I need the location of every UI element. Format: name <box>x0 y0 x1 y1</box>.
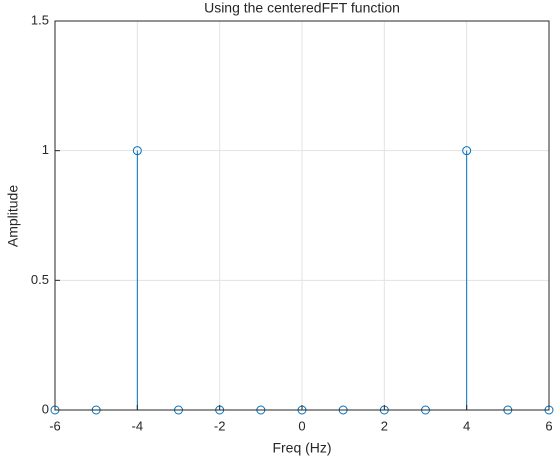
stem-marker <box>462 146 472 156</box>
x-tick-label: 0 <box>298 418 305 433</box>
x-tick-label: 4 <box>463 418 470 433</box>
x-tick-label: -2 <box>214 418 226 433</box>
x-tick-label: -6 <box>49 418 61 433</box>
y-tick-label: 1 <box>42 142 49 157</box>
y-tick-label: 1.5 <box>31 12 49 27</box>
stem-marker <box>132 146 142 156</box>
x-tick-label: -4 <box>132 418 144 433</box>
x-tick-label: 6 <box>545 418 552 433</box>
y-tick-label: 0.5 <box>31 272 49 287</box>
y-axis-label: Amplitude <box>5 185 21 247</box>
y-tick-label: 0 <box>42 401 49 416</box>
x-axis-label: Freq (Hz) <box>272 440 331 456</box>
x-tick-label: 2 <box>381 418 388 433</box>
chart-title: Using the centeredFFT function <box>204 0 400 16</box>
